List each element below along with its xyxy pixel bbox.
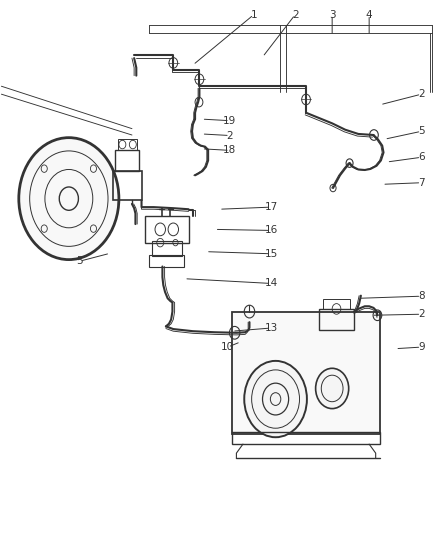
Text: 15: 15 [265,249,278,259]
Text: 5: 5 [76,256,83,266]
Text: 10: 10 [221,342,234,352]
Text: 16: 16 [265,225,278,236]
Text: 8: 8 [418,291,425,301]
Text: 18: 18 [223,146,237,156]
Text: 9: 9 [418,342,425,352]
Bar [319,309,354,330]
Text: 13: 13 [265,323,278,333]
Text: 19: 19 [223,116,237,126]
Text: 2: 2 [418,309,425,319]
Bar [323,300,350,309]
Text: 2: 2 [292,10,298,20]
Bar [113,171,141,200]
Circle shape [19,138,119,260]
Circle shape [244,361,307,437]
Text: 7: 7 [418,177,425,188]
Text: 14: 14 [265,278,278,288]
Text: 1: 1 [251,10,257,20]
Bar [152,241,182,256]
Text: 2: 2 [418,89,425,99]
Bar [232,312,380,433]
Text: 4: 4 [366,10,372,20]
Bar [116,150,139,171]
Text: 17: 17 [265,202,278,212]
Bar [145,216,188,243]
Bar [232,432,380,444]
Text: 3: 3 [329,10,336,20]
Text: 6: 6 [418,152,425,162]
Bar [149,255,184,266]
Text: 5: 5 [418,126,425,136]
Bar [117,139,137,150]
Circle shape [316,368,349,409]
Text: 2: 2 [226,131,233,141]
